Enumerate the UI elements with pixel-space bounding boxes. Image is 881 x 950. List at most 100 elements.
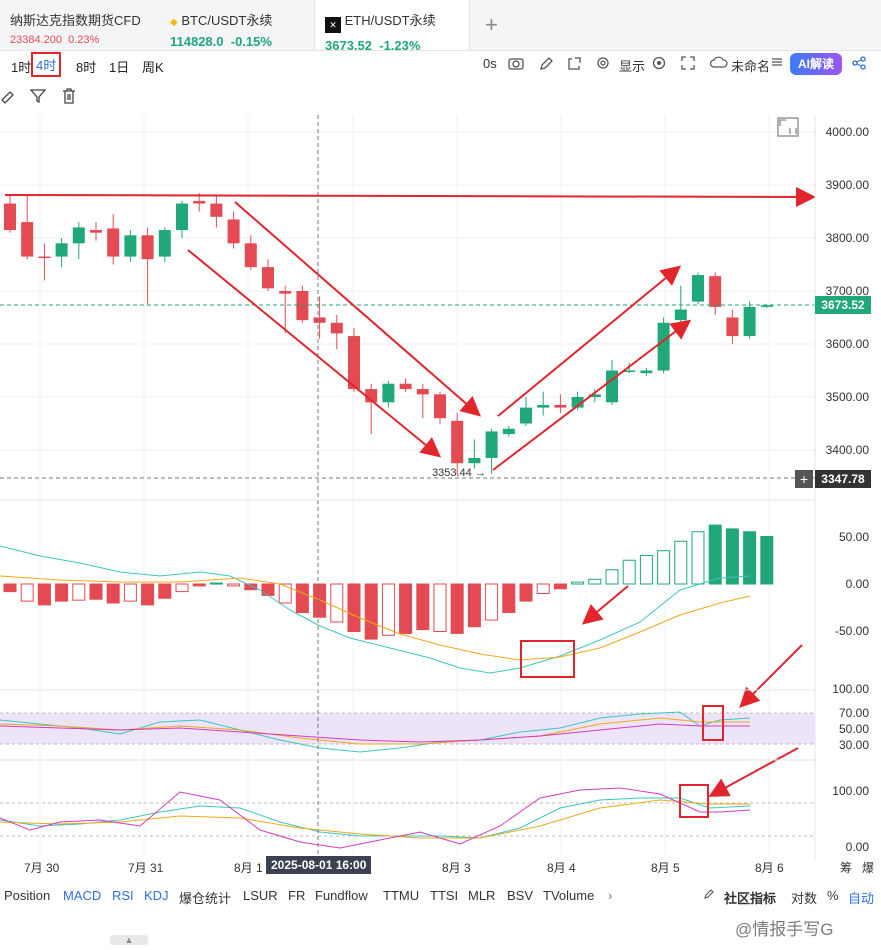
candle-body	[554, 404, 567, 408]
scale-auto[interactable]: 自动	[848, 891, 875, 906]
timeframe-1d[interactable]: 1日	[109, 60, 130, 75]
indicator-tab-rsi[interactable]: RSI	[112, 888, 134, 903]
timeframe-week[interactable]: 周K	[142, 60, 164, 75]
candle-body	[296, 291, 309, 321]
macd-bar	[657, 550, 671, 585]
date-tick: 8月 6	[755, 861, 784, 875]
indicator-tab-fr[interactable]: FR	[288, 888, 306, 903]
edit-icon[interactable]	[703, 888, 715, 903]
macd-bar	[330, 583, 344, 623]
indicator-tab-fundflow[interactable]: Fundflow	[315, 888, 368, 903]
price-chart[interactable]	[0, 110, 881, 885]
add-tab-button[interactable]: +	[485, 12, 498, 37]
collapse-handle[interactable]: ▲	[110, 935, 148, 945]
eraser-icon[interactable]	[0, 88, 14, 109]
kdj-j-line	[0, 787, 751, 849]
kdj-tick: 0.00	[845, 840, 869, 854]
ai-interpret-button[interactable]: AI解读	[790, 53, 842, 75]
tab-change: -1.23%	[379, 38, 421, 53]
indicator-tab-mlr[interactable]: MLR	[468, 888, 496, 903]
liquidation-label[interactable]: 爆	[862, 861, 875, 875]
macd-bar	[743, 531, 757, 585]
gear-icon[interactable]	[596, 56, 610, 73]
rsi-tick: 100.00	[832, 682, 869, 696]
settings-icon[interactable]	[652, 56, 666, 73]
timeframe-8h[interactable]: 8时	[76, 60, 97, 75]
indicator-tab-kdj[interactable]: KDJ	[144, 888, 169, 903]
macd-bar	[416, 583, 430, 631]
layout-name[interactable]: 未命名	[731, 59, 771, 74]
macd-bar	[123, 583, 137, 602]
macd-tick: 50.00	[838, 530, 869, 544]
candle-body	[416, 389, 429, 395]
macd-bar	[708, 524, 722, 585]
macd-bar	[502, 583, 516, 613]
candle-body	[640, 370, 653, 374]
candle-body	[485, 431, 498, 458]
downtrend-upper-arrow	[234, 201, 482, 417]
macd-arrow	[581, 585, 629, 625]
macd-bar	[192, 583, 206, 587]
indicator-tab-bsv[interactable]: BSV	[507, 888, 534, 903]
macd-bar	[622, 559, 636, 585]
scale-log[interactable]: 对数	[791, 891, 818, 906]
indicator-tab-lsur[interactable]: LSUR	[243, 888, 278, 903]
candles	[4, 192, 773, 475]
menu-icon[interactable]	[771, 56, 783, 71]
indicator-tab-position[interactable]: Position	[4, 888, 51, 903]
tab-name: ETH/USDT永续	[344, 13, 436, 28]
tab-name: 纳斯达克指数期货CFD	[10, 13, 141, 28]
rsi-tick: 50.00	[838, 722, 869, 736]
indicator-tab-ttsi[interactable]: TTSI	[430, 888, 459, 903]
display-button[interactable]: 显示	[619, 59, 646, 74]
macd-tick: 0.00	[845, 577, 869, 591]
candle-body	[227, 219, 240, 244]
price-tick: 3600.00	[825, 337, 869, 351]
expand-icon	[777, 117, 799, 137]
trash-icon[interactable]	[62, 88, 76, 109]
tab-eth[interactable]: ✕ ETH/USDT永续 3673.52 -1.23%	[314, 0, 470, 53]
macd-bar	[3, 583, 17, 593]
kdj-k-line	[0, 797, 751, 839]
rsi-arrow	[739, 644, 803, 708]
macd-bar	[760, 536, 774, 585]
chip-label[interactable]: 筹	[840, 861, 853, 875]
macd-bar	[485, 583, 499, 621]
candle-body	[90, 230, 102, 233]
indicator-tab-macd[interactable]: MACD	[63, 888, 102, 903]
timeframe-4h[interactable]: 4时	[31, 52, 62, 77]
price-tick: 3800.00	[825, 231, 869, 245]
add-alert-icon[interactable]: +	[795, 470, 813, 488]
tab-nasdaq[interactable]: 纳斯达克指数期货CFD 23384.200 0.23%	[0, 0, 160, 50]
pencil-icon[interactable]	[538, 56, 554, 75]
indicator-tab-liquidation[interactable]: 爆仓统计	[179, 891, 232, 906]
current-price-tag: 3673.52	[815, 296, 871, 314]
macd-bar	[313, 583, 327, 618]
filter-icon[interactable]	[29, 88, 47, 109]
candle-body	[244, 243, 257, 268]
macd-bar	[158, 583, 172, 599]
candle-body	[348, 336, 360, 390]
share-icon[interactable]	[852, 56, 866, 73]
candle-body	[124, 235, 137, 257]
cloud-icon[interactable]	[709, 56, 728, 71]
date-tick: 7月 31	[128, 861, 164, 875]
scale-percent[interactable]: %	[827, 888, 839, 903]
camera-icon[interactable]	[508, 56, 524, 73]
okx-logo-icon: ✕	[325, 17, 341, 33]
resistance-arrow	[4, 186, 816, 207]
more-indicators-button[interactable]: ›	[608, 888, 613, 903]
annotations	[4, 186, 816, 818]
indicator-tab-tvolume[interactable]: TVolume	[543, 888, 595, 903]
tab-btc[interactable]: ◆ BTC/USDT永续 114828.0 -0.15%	[160, 0, 312, 50]
timeframe-1h[interactable]: 1时	[11, 60, 32, 75]
candle-body	[571, 397, 584, 408]
share-window-icon[interactable]	[566, 56, 582, 75]
candle-body	[313, 317, 326, 323]
community-indicators[interactable]: 社区指标	[724, 891, 777, 906]
price-tick: 3900.00	[825, 178, 869, 192]
indicator-tab-ttmu[interactable]: TTMU	[383, 888, 420, 903]
candle-body	[330, 322, 343, 334]
candle-body	[55, 243, 68, 257]
fullscreen-icon[interactable]	[681, 56, 695, 73]
